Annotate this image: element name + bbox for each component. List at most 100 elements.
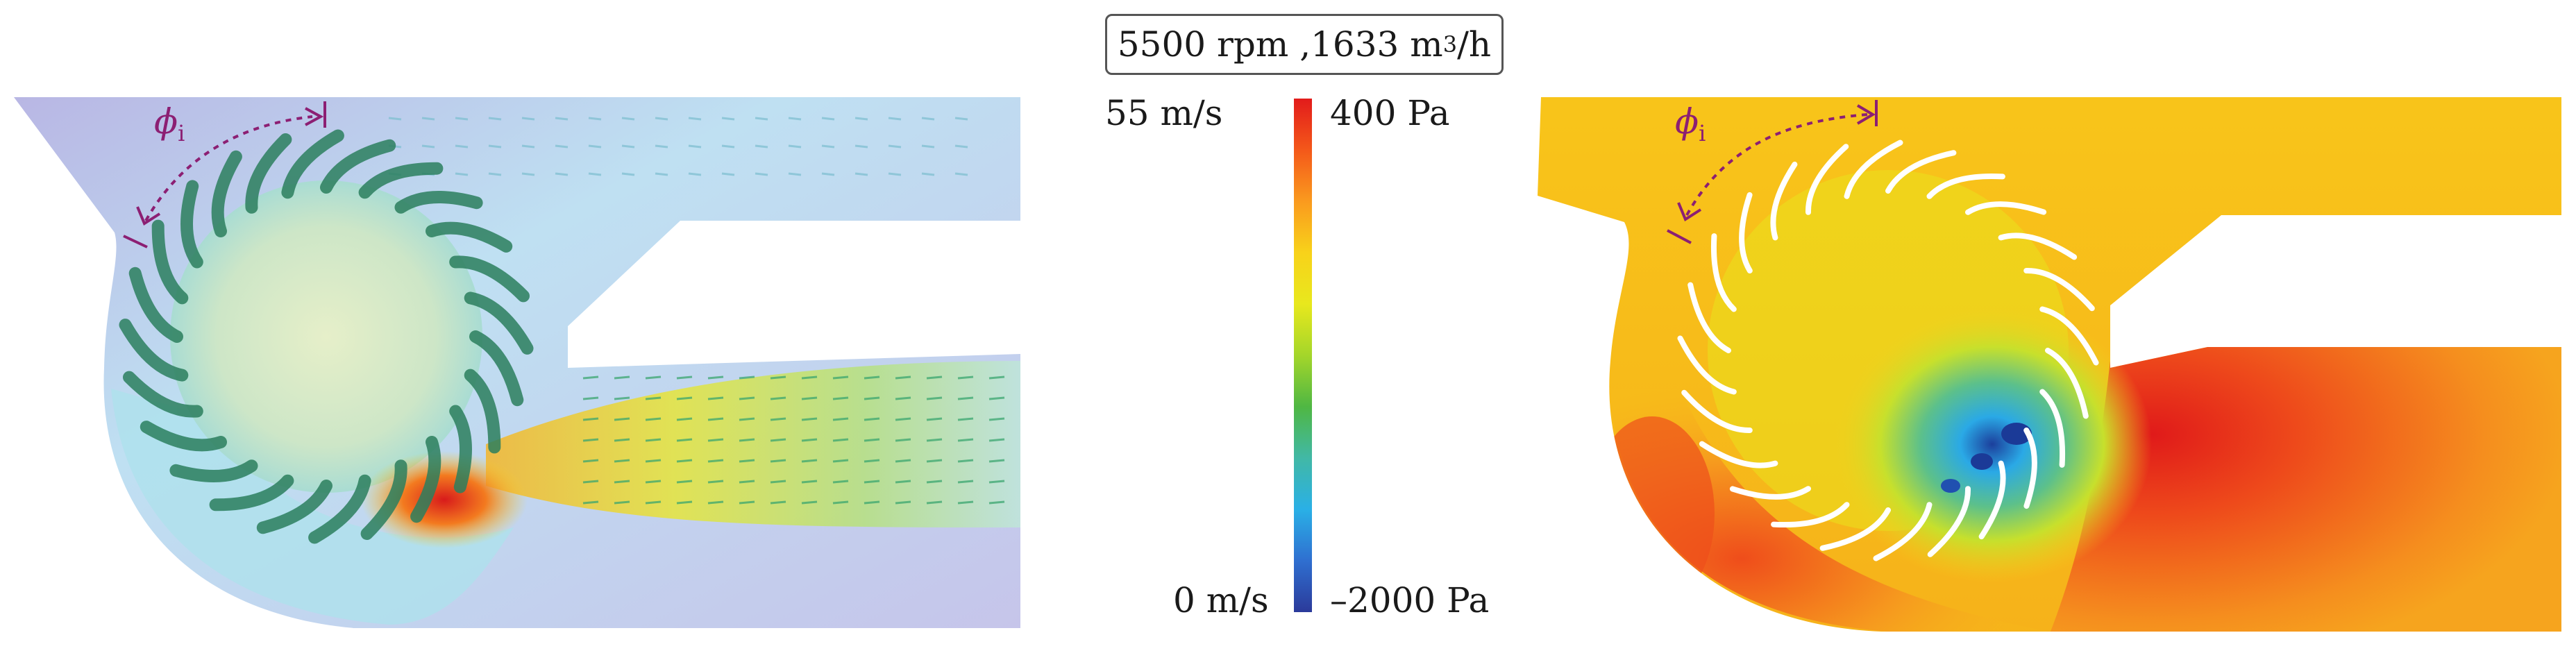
velocity-arrow xyxy=(755,172,768,176)
velocity-blade xyxy=(394,191,483,214)
pressure-blade xyxy=(2023,428,2037,509)
pressure-angle-subscript: i xyxy=(1699,120,1706,146)
pressure-blade xyxy=(2039,389,2066,468)
velocity-arrow xyxy=(688,172,702,176)
velocity-arrow xyxy=(788,117,802,121)
velocity-arrow xyxy=(895,396,911,400)
velocity-arrow xyxy=(770,459,786,463)
velocity-arrow xyxy=(926,459,943,463)
velocity-arrow xyxy=(488,172,502,176)
velocity-arrow xyxy=(926,375,943,380)
velocity-blade xyxy=(169,459,258,482)
velocity-arrow xyxy=(676,396,693,400)
velocity-arrow xyxy=(954,144,968,149)
velocity-arrow xyxy=(926,417,943,421)
velocity-arrow xyxy=(739,417,755,421)
velocity-blade xyxy=(209,474,294,512)
pressure-blade xyxy=(1710,233,1737,312)
velocity-arrow xyxy=(988,396,1005,400)
velocity-angle-label: ϕi xyxy=(154,104,185,144)
velocity-arc-arrow-end xyxy=(305,107,324,126)
pressure-blade xyxy=(1677,335,1737,395)
velocity-arrow xyxy=(864,459,880,463)
velocity-arrow xyxy=(688,117,702,121)
velocity-arrow xyxy=(954,172,968,176)
operating-point-label: 5500 rpm , 1633 m 3/h xyxy=(1105,14,1504,75)
velocity-arrow xyxy=(739,438,755,442)
velocity-arrow xyxy=(588,117,602,121)
velocity-arrow xyxy=(621,172,635,176)
velocity-blade xyxy=(410,436,441,523)
velocity-arrow xyxy=(614,438,630,442)
velocity-arrow xyxy=(655,117,668,121)
velocity-blade xyxy=(245,133,292,214)
velocity-arrow xyxy=(895,375,911,380)
velocity-arrow xyxy=(676,417,693,421)
velocity-arrow xyxy=(770,438,786,442)
velocity-arrow xyxy=(388,117,402,121)
pressure-blade xyxy=(1885,150,1957,194)
velocity-arrow xyxy=(770,500,786,505)
velocity-arrow xyxy=(707,417,724,421)
velocity-arrow xyxy=(770,375,786,380)
velocity-arrow xyxy=(645,438,662,442)
velocity-arrow xyxy=(770,480,786,484)
velocity-blade xyxy=(469,330,524,407)
velocity-arrow xyxy=(645,500,662,505)
velocity-arrow xyxy=(801,459,818,463)
velocity-arrow xyxy=(864,500,880,505)
velocity-blade xyxy=(180,180,203,269)
velocity-blade xyxy=(320,139,396,194)
velocity-arrow xyxy=(832,459,849,463)
velocity-arrow xyxy=(855,144,868,149)
velocity-arrow xyxy=(588,172,602,176)
velocity-arrow xyxy=(488,144,502,149)
velocity-arrow xyxy=(801,396,818,400)
velocity-arrow xyxy=(832,417,849,421)
velocity-arrow xyxy=(926,438,943,442)
velocity-arrow xyxy=(676,500,693,505)
pressure-angle-arc xyxy=(1685,113,1868,216)
velocity-arrow xyxy=(582,438,599,442)
velocity-arrow xyxy=(988,459,1005,463)
velocity-arrow xyxy=(864,417,880,421)
pressure-blade xyxy=(1729,486,1811,500)
pressure-tick-bottom xyxy=(1667,229,1692,244)
colorbar-pressure-max: 400 Pa xyxy=(1330,93,1450,133)
velocity-arrow xyxy=(645,396,662,400)
speed-text: 5500 rpm xyxy=(1117,24,1289,65)
velocity-arrow xyxy=(707,375,724,380)
velocity-arrow xyxy=(821,172,835,176)
velocity-arrow xyxy=(801,438,818,442)
pressure-panel xyxy=(1538,97,2561,632)
flow-unit-exponent: 3 xyxy=(1442,31,1458,58)
velocity-arrow xyxy=(755,117,768,121)
velocity-arrow xyxy=(855,172,868,176)
pressure-blade xyxy=(1699,441,1778,468)
velocity-arrow xyxy=(957,396,974,400)
velocity-arrow xyxy=(895,459,911,463)
velocity-arrow xyxy=(721,117,735,121)
velocity-arrow xyxy=(707,459,724,463)
velocity-arrow xyxy=(855,117,868,121)
velocity-arrow xyxy=(455,172,469,176)
pressure-blade xyxy=(1927,486,1971,557)
velocity-arrow xyxy=(988,417,1005,421)
velocity-blade xyxy=(449,255,530,303)
velocity-arrow xyxy=(614,417,630,421)
pressure-blade xyxy=(1681,389,1753,434)
velocity-arrow xyxy=(707,480,724,484)
velocity-arrow xyxy=(864,396,880,400)
pressure-blade xyxy=(1687,282,1731,353)
colorbar-pressure-min: –2000 Pa xyxy=(1330,580,1490,620)
velocity-arrow xyxy=(739,375,755,380)
pressure-blade xyxy=(1844,140,1903,199)
velocity-arrow xyxy=(582,417,599,421)
velocity-arrow xyxy=(988,500,1005,505)
velocity-arrow xyxy=(614,375,630,380)
velocity-arrow xyxy=(455,117,469,121)
pressure-blade xyxy=(1998,232,2078,260)
pressure-blade xyxy=(1965,201,2047,215)
flow-unit-tail: /h xyxy=(1457,24,1492,65)
